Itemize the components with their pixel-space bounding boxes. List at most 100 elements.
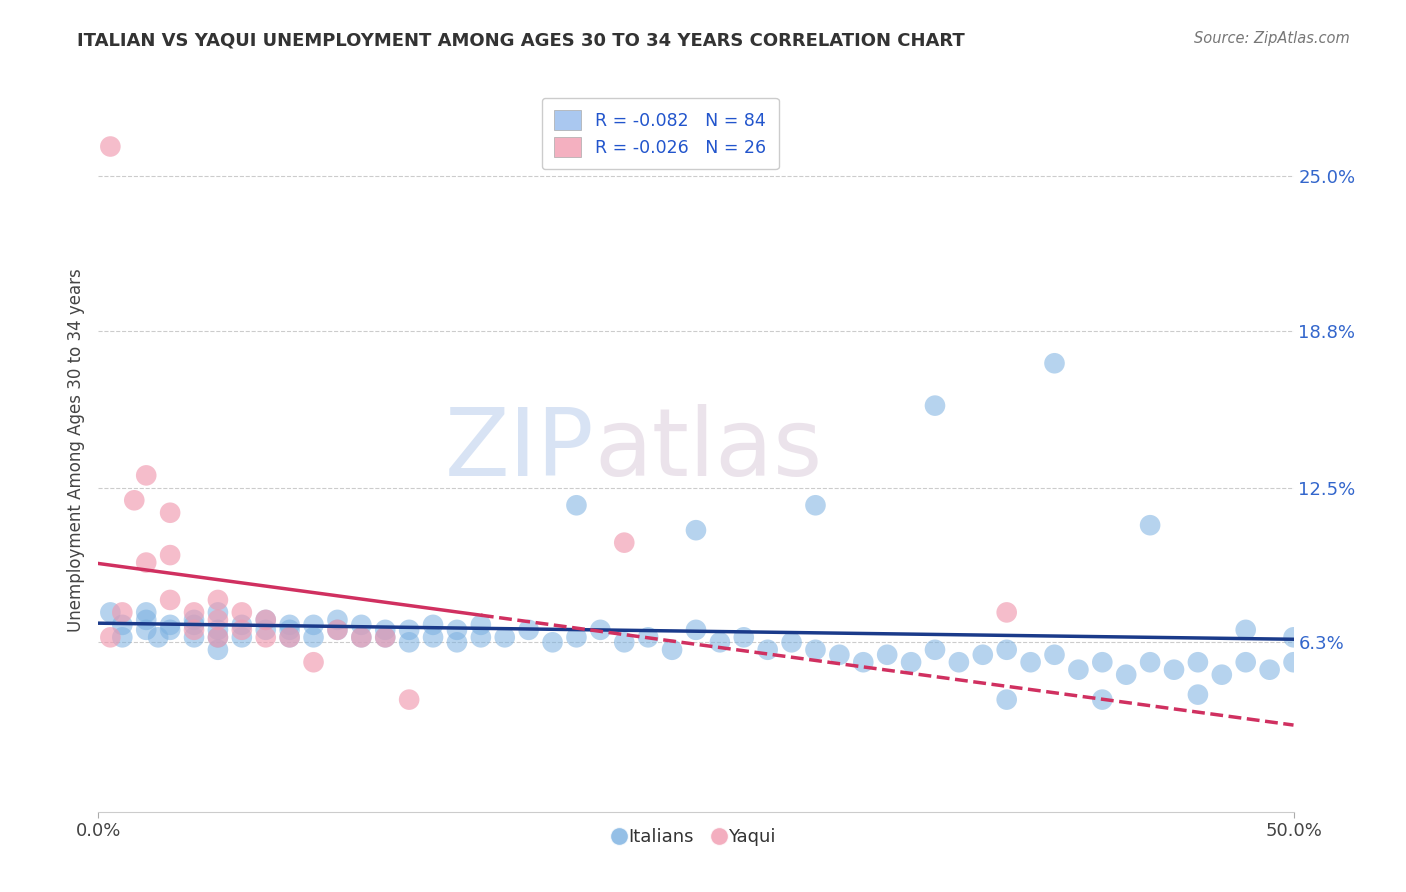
Point (852, 655, 875, 669)
Point (1139, 518, 1161, 533)
Point (326, 623, 349, 637)
Point (183, 613, 205, 627)
Point (565, 498, 588, 512)
Point (1187, 688, 1209, 702)
Point (278, 623, 301, 637)
Point (183, 630, 205, 644)
Point (124, 493, 146, 508)
Point (589, 623, 612, 637)
Point (254, 630, 277, 644)
Point (637, 630, 659, 644)
Point (254, 623, 277, 637)
Point (159, 623, 181, 637)
Point (374, 630, 396, 644)
Point (207, 606, 229, 620)
Point (1163, 663, 1185, 677)
Point (159, 548, 181, 562)
Point (685, 623, 707, 637)
Point (135, 623, 157, 637)
Point (207, 642, 229, 657)
Point (207, 630, 229, 644)
Point (135, 606, 157, 620)
Point (470, 618, 492, 632)
Point (613, 535, 636, 549)
Point (207, 613, 229, 627)
Point (900, 655, 922, 669)
Point (135, 613, 157, 627)
Point (661, 642, 683, 657)
Point (207, 623, 229, 637)
Point (183, 606, 205, 620)
Text: ITALIAN VS YAQUI UNEMPLOYMENT AMONG AGES 30 TO 34 YEARS CORRELATION CHART: ITALIAN VS YAQUI UNEMPLOYMENT AMONG AGES… (77, 31, 965, 49)
Point (1043, 356, 1066, 370)
Point (733, 630, 755, 644)
Point (398, 692, 420, 706)
Point (374, 623, 396, 637)
Point (1234, 623, 1257, 637)
Point (159, 618, 181, 632)
Point (1187, 655, 1209, 669)
Point (159, 593, 181, 607)
Point (302, 618, 325, 632)
Point (398, 635, 420, 649)
Point (494, 630, 516, 644)
Point (183, 618, 205, 632)
Point (1115, 667, 1137, 681)
Point (374, 630, 396, 644)
Point (254, 613, 277, 627)
Point (231, 630, 253, 644)
Point (302, 630, 325, 644)
Point (278, 630, 301, 644)
Point (565, 630, 588, 644)
Point (398, 623, 420, 637)
Point (804, 642, 827, 657)
Point (302, 655, 325, 669)
Point (254, 613, 277, 627)
Point (1258, 663, 1281, 677)
Point (517, 623, 540, 637)
Point (111, 618, 134, 632)
Point (111, 630, 134, 644)
Point (685, 523, 707, 537)
Point (422, 630, 444, 644)
Point (972, 648, 994, 662)
Point (876, 648, 898, 662)
Point (159, 506, 181, 520)
Point (231, 623, 253, 637)
Point (326, 613, 349, 627)
Text: ZIP: ZIP (444, 404, 595, 497)
Point (350, 630, 373, 644)
Point (780, 635, 803, 649)
Point (924, 399, 946, 413)
Point (995, 606, 1018, 620)
Point (278, 618, 301, 632)
Point (828, 648, 851, 662)
Point (1139, 655, 1161, 669)
Point (326, 623, 349, 637)
Point (422, 618, 444, 632)
Point (231, 606, 253, 620)
Legend: Italians, Yaqui: Italians, Yaqui (609, 821, 783, 854)
Point (207, 630, 229, 644)
Point (183, 623, 205, 637)
Point (756, 642, 779, 657)
Point (948, 655, 970, 669)
Point (1282, 655, 1305, 669)
Point (1043, 648, 1066, 662)
Point (995, 692, 1018, 706)
Point (231, 618, 253, 632)
Point (1211, 667, 1233, 681)
Point (1091, 655, 1114, 669)
Y-axis label: Unemployment Among Ages 30 to 34 years: Unemployment Among Ages 30 to 34 years (66, 268, 84, 632)
Text: atlas: atlas (595, 404, 823, 497)
Point (541, 635, 564, 649)
Point (98, 606, 122, 620)
Point (924, 642, 946, 657)
Point (135, 468, 157, 483)
Point (1282, 630, 1305, 644)
Point (1091, 692, 1114, 706)
Point (1234, 655, 1257, 669)
Point (350, 630, 373, 644)
Point (111, 606, 134, 620)
Point (995, 642, 1018, 657)
